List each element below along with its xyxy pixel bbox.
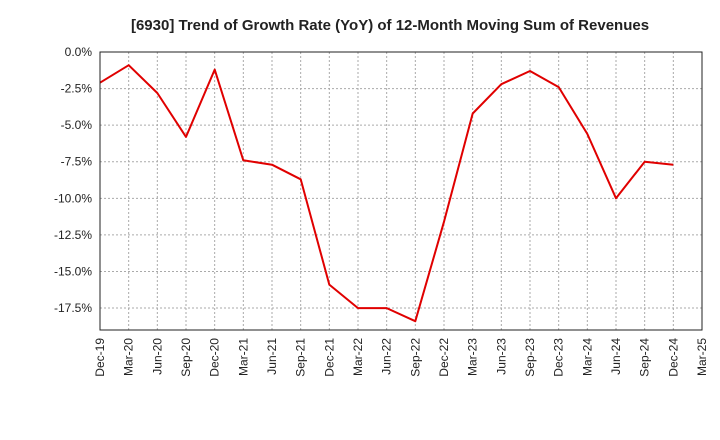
y-tick-label: -7.5%: [61, 155, 93, 169]
x-tick-label: Sep-22: [408, 338, 422, 377]
y-tick-label: -15.0%: [54, 264, 92, 278]
x-tick-label: Sep-24: [638, 338, 652, 377]
x-tick-label: Mar-25: [695, 338, 709, 376]
x-tick-label: Dec-20: [208, 338, 222, 377]
grid: [100, 52, 702, 330]
plot-frame: [99, 51, 703, 331]
x-tick-label: Mar-23: [466, 338, 480, 376]
y-axis-ticks: 0.0% -2.5% -5.0% -7.5% -10.0% -12.5% -15.0% -17…: [54, 45, 92, 315]
y-tick-label: -10.0%: [54, 191, 92, 205]
x-tick-label: Dec-19: [93, 338, 107, 377]
y-tick-label: 0.0%: [65, 45, 93, 59]
x-tick-label: Sep-20: [179, 338, 193, 377]
x-tick-label: Jun-22: [380, 338, 394, 375]
x-tick-label: Sep-21: [294, 338, 308, 377]
x-tick-label: Mar-21: [236, 338, 250, 376]
x-tick-label: Jun-24: [609, 338, 623, 375]
x-tick-label: Mar-24: [580, 338, 594, 376]
x-tick-label: Dec-22: [437, 338, 451, 377]
y-tick-label: -2.5%: [61, 82, 93, 96]
y-tick-label: -17.5%: [54, 301, 92, 315]
series-layer: [99, 64, 674, 323]
x-tick-label: Dec-21: [322, 338, 336, 377]
x-tick-label: Jun-23: [494, 338, 508, 375]
x-tick-label: Mar-20: [122, 338, 136, 376]
x-tick-label: Mar-22: [351, 338, 365, 376]
y-tick-label: -5.0%: [61, 118, 93, 132]
x-tick-label: Jun-21: [265, 338, 279, 375]
x-tick-label: Dec-23: [552, 338, 566, 377]
x-tick-label: Jun-20: [150, 338, 164, 375]
x-tick-label: Dec-24: [666, 338, 680, 377]
series-line: [99, 64, 674, 323]
y-tick-label: -12.5%: [54, 228, 92, 242]
chart-title: [6930] Trend of Growth Rate (YoY) of 12-…: [131, 17, 649, 34]
x-axis-ticks: Dec-19 Mar-20 Jun-20 Sep-20 Dec-20 Mar-21 Jun-…: [93, 338, 709, 377]
x-tick-label: Sep-23: [523, 338, 537, 377]
